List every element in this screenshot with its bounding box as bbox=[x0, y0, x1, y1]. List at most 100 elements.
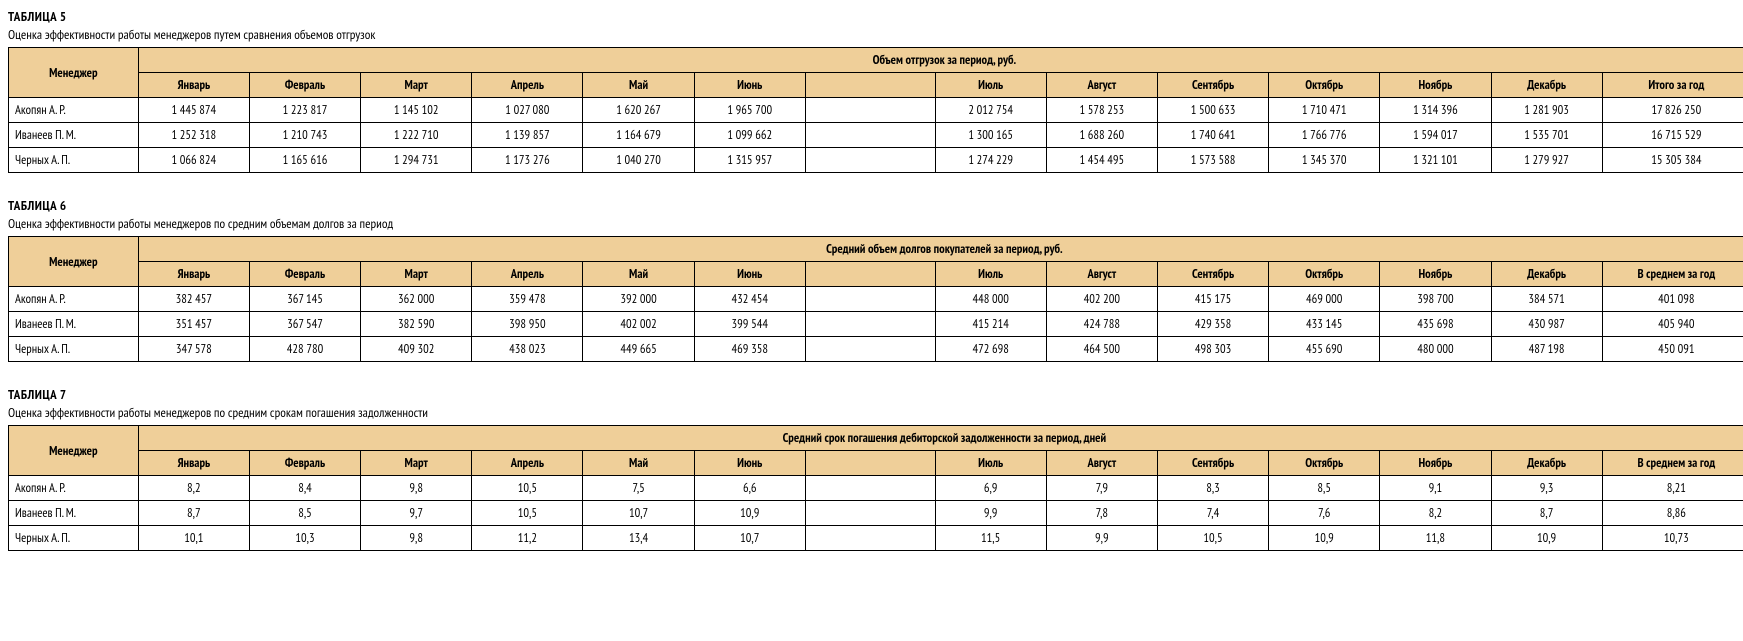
cell-value: 1 099 662 bbox=[694, 123, 805, 148]
data-table: МенеджерСредний объем долгов покупателей… bbox=[8, 236, 1743, 362]
col-header-month: Январь bbox=[138, 262, 249, 287]
col-header-month: Ноябрь bbox=[1380, 262, 1491, 287]
col-header-total: В среднем за год bbox=[1602, 262, 1743, 287]
col-header-gap bbox=[805, 73, 935, 98]
cell-value: 8,2 bbox=[138, 476, 249, 501]
table-row: Черных А. П.1 066 8241 165 6161 294 7311… bbox=[9, 148, 1743, 173]
cell-value: 1 578 253 bbox=[1046, 98, 1157, 123]
cell-value: 1 274 229 bbox=[935, 148, 1046, 173]
cell-value: 1 965 700 bbox=[694, 98, 805, 123]
cell-manager: Акопян А. Р. bbox=[9, 98, 139, 123]
col-header-month: Январь bbox=[138, 73, 249, 98]
cell-value: 362 000 bbox=[361, 287, 472, 312]
cell-gap bbox=[805, 148, 935, 173]
col-header-month: Август bbox=[1046, 73, 1157, 98]
cell-value: 398 700 bbox=[1380, 287, 1491, 312]
cell-gap bbox=[805, 98, 935, 123]
col-header-month: Ноябрь bbox=[1380, 73, 1491, 98]
cell-value: 409 302 bbox=[361, 337, 472, 362]
cell-value: 1 027 080 bbox=[472, 98, 583, 123]
cell-value: 9,7 bbox=[361, 501, 472, 526]
cell-value: 9,9 bbox=[1046, 526, 1157, 551]
col-header-month: Июль bbox=[935, 73, 1046, 98]
col-header-month: Февраль bbox=[249, 73, 360, 98]
cell-value: 480 000 bbox=[1380, 337, 1491, 362]
cell-total: 8,86 bbox=[1602, 501, 1743, 526]
cell-value: 438 023 bbox=[472, 337, 583, 362]
table-block-t7: ТАБЛИЦА 7Оценка эффективности работы мен… bbox=[8, 386, 1743, 551]
col-header-manager: Менеджер bbox=[9, 426, 139, 476]
cell-value: 1 314 396 bbox=[1380, 98, 1491, 123]
cell-value: 9,8 bbox=[361, 476, 472, 501]
col-header-month: Август bbox=[1046, 262, 1157, 287]
cell-total: 15 305 384 bbox=[1602, 148, 1743, 173]
cell-value: 1 279 927 bbox=[1491, 148, 1602, 173]
col-header-month: Апрель bbox=[472, 73, 583, 98]
cell-value: 367 145 bbox=[249, 287, 360, 312]
col-header-month: Февраль bbox=[249, 451, 360, 476]
cell-gap bbox=[805, 312, 935, 337]
col-header-month: Октябрь bbox=[1269, 262, 1380, 287]
table-title: ТАБЛИЦА 7 bbox=[8, 386, 1743, 403]
data-table: МенеджерОбъем отгрузок за период, руб.Ян… bbox=[8, 47, 1743, 173]
cell-value: 1 145 102 bbox=[361, 98, 472, 123]
cell-value: 1 535 701 bbox=[1491, 123, 1602, 148]
cell-value: 7,6 bbox=[1269, 501, 1380, 526]
cell-value: 6,6 bbox=[694, 476, 805, 501]
col-header-month: Апрель bbox=[472, 262, 583, 287]
cell-value: 1 766 776 bbox=[1269, 123, 1380, 148]
cell-value: 351 457 bbox=[138, 312, 249, 337]
col-header-month: Август bbox=[1046, 451, 1157, 476]
table-block-t5: ТАБЛИЦА 5Оценка эффективности работы мен… bbox=[8, 8, 1743, 173]
cell-value: 1 445 874 bbox=[138, 98, 249, 123]
cell-value: 1 223 817 bbox=[249, 98, 360, 123]
table-subtitle: Оценка эффективности работы менеджеров п… bbox=[8, 215, 1743, 232]
cell-value: 498 303 bbox=[1157, 337, 1268, 362]
cell-value: 10,5 bbox=[472, 501, 583, 526]
cell-value: 1 710 471 bbox=[1269, 98, 1380, 123]
col-header-month: Декабрь bbox=[1491, 262, 1602, 287]
cell-value: 1 740 641 bbox=[1157, 123, 1268, 148]
cell-value: 415 175 bbox=[1157, 287, 1268, 312]
col-header-month: Сентябрь bbox=[1157, 73, 1268, 98]
super-header: Объем отгрузок за период, руб. bbox=[138, 48, 1743, 73]
cell-value: 469 000 bbox=[1269, 287, 1380, 312]
cell-value: 1 500 633 bbox=[1157, 98, 1268, 123]
cell-gap bbox=[805, 287, 935, 312]
table-row: Черных А. П.10,110,39,811,213,410,711,59… bbox=[9, 526, 1743, 551]
col-header-month: Май bbox=[583, 73, 694, 98]
cell-total: 405 940 bbox=[1602, 312, 1743, 337]
cell-value: 7,9 bbox=[1046, 476, 1157, 501]
cell-value: 1 594 017 bbox=[1380, 123, 1491, 148]
cell-value: 9,1 bbox=[1380, 476, 1491, 501]
cell-value: 1 345 370 bbox=[1269, 148, 1380, 173]
cell-value: 8,5 bbox=[1269, 476, 1380, 501]
cell-value: 402 002 bbox=[583, 312, 694, 337]
cell-value: 1 573 588 bbox=[1157, 148, 1268, 173]
cell-value: 1 294 731 bbox=[361, 148, 472, 173]
cell-value: 430 987 bbox=[1491, 312, 1602, 337]
cell-value: 10,9 bbox=[694, 501, 805, 526]
cell-value: 10,5 bbox=[472, 476, 583, 501]
cell-value: 1 321 101 bbox=[1380, 148, 1491, 173]
table-row: Иванеев П. М.1 252 3181 210 7431 222 710… bbox=[9, 123, 1743, 148]
cell-value: 11,5 bbox=[935, 526, 1046, 551]
col-header-month: Июль bbox=[935, 262, 1046, 287]
cell-value: 10,3 bbox=[249, 526, 360, 551]
col-header-total: В среднем за год bbox=[1602, 451, 1743, 476]
cell-total: 8,21 bbox=[1602, 476, 1743, 501]
col-header-month: Декабрь bbox=[1491, 451, 1602, 476]
cell-total: 10,73 bbox=[1602, 526, 1743, 551]
cell-value: 1 281 903 bbox=[1491, 98, 1602, 123]
super-header: Средний срок погашения дебиторской задол… bbox=[138, 426, 1743, 451]
cell-manager: Черных А. П. bbox=[9, 526, 139, 551]
col-header-month: Март bbox=[361, 262, 472, 287]
cell-value: 1 315 957 bbox=[694, 148, 805, 173]
table-title: ТАБЛИЦА 6 bbox=[8, 197, 1743, 214]
col-header-month: Март bbox=[361, 451, 472, 476]
cell-value: 347 578 bbox=[138, 337, 249, 362]
cell-value: 455 690 bbox=[1269, 337, 1380, 362]
cell-value: 8,5 bbox=[249, 501, 360, 526]
cell-manager: Акопян А. Р. bbox=[9, 287, 139, 312]
col-header-month: Июль bbox=[935, 451, 1046, 476]
